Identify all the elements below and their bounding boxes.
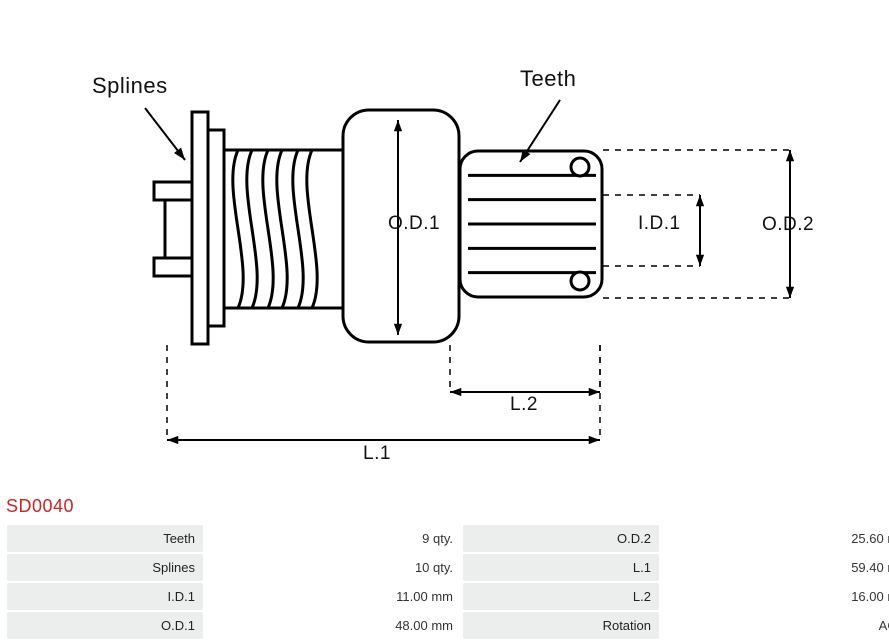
spec-label: O.D.1 bbox=[7, 612, 203, 639]
label-od2: O.D.2 bbox=[762, 214, 814, 236]
spec-value: 10 qty. bbox=[205, 554, 461, 581]
spec-label: O.D.2 bbox=[463, 525, 659, 552]
label-id1: I.D.1 bbox=[638, 213, 681, 235]
part-number: SD0040 bbox=[6, 496, 889, 517]
spec-value: 16.00 mm bbox=[661, 583, 889, 610]
spec-label: Rotation bbox=[463, 612, 659, 639]
spec-value: ACW bbox=[661, 612, 889, 639]
spec-label: L.2 bbox=[463, 583, 659, 610]
label-l1: L.1 bbox=[363, 443, 391, 465]
diagram-area: Splines Teeth O.D.1 O.D.2 I.D.1 L.1 L.2 bbox=[0, 0, 880, 490]
label-l2: L.2 bbox=[510, 394, 538, 416]
spec-label: I.D.1 bbox=[7, 583, 203, 610]
spec-label: L.1 bbox=[463, 554, 659, 581]
spec-value: 59.40 mm bbox=[661, 554, 889, 581]
spec-value: 48.00 mm bbox=[205, 612, 461, 639]
spec-label: Splines bbox=[7, 554, 203, 581]
spec-value: 11.00 mm bbox=[205, 583, 461, 610]
table-row: Splines 10 qty. L.1 59.40 mm bbox=[7, 554, 889, 581]
spec-value: 9 qty. bbox=[205, 525, 461, 552]
label-teeth: Teeth bbox=[520, 66, 576, 92]
label-od1: O.D.1 bbox=[388, 213, 440, 235]
table-row: I.D.1 11.00 mm L.2 16.00 mm bbox=[7, 583, 889, 610]
spec-table: Teeth 9 qty. O.D.2 25.60 mm Splines 10 q… bbox=[5, 523, 889, 641]
spec-label: Teeth bbox=[7, 525, 203, 552]
spec-value: 25.60 mm bbox=[661, 525, 889, 552]
table-row: O.D.1 48.00 mm Rotation ACW bbox=[7, 612, 889, 639]
table-row: Teeth 9 qty. O.D.2 25.60 mm bbox=[7, 525, 889, 552]
label-splines: Splines bbox=[92, 73, 168, 99]
